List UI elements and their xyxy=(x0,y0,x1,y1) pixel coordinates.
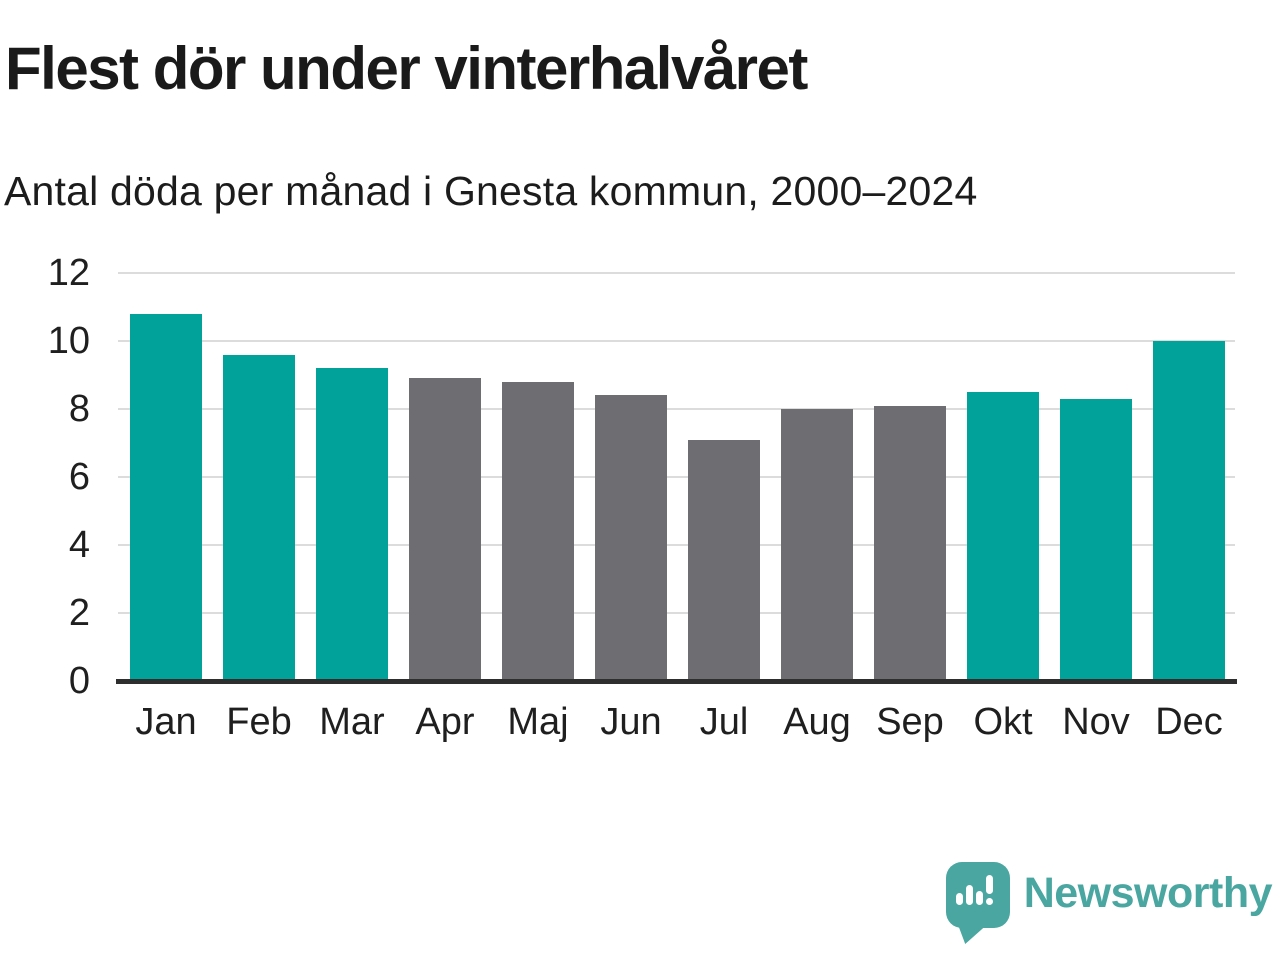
bar-maj xyxy=(502,381,574,681)
x-tick-label-nov: Nov xyxy=(1062,701,1130,743)
y-tick-label-6: 6 xyxy=(68,455,90,498)
bar-column-jul: Jul xyxy=(688,273,760,741)
bar-column-okt: Okt xyxy=(967,273,1039,741)
logo-chart-bar-1 xyxy=(955,893,963,905)
bar-column-maj: Maj xyxy=(502,273,574,741)
page-subtitle: Antal döda per månad i Gnesta kommun, 20… xyxy=(4,168,978,214)
bar-column-jan: Jan xyxy=(130,273,202,741)
bar-feb xyxy=(223,354,295,681)
bar-column-feb: Feb xyxy=(223,273,295,741)
logo-chart-bar-3 xyxy=(975,891,983,905)
gridline-y-2 xyxy=(118,612,1235,614)
x-tick-label-jun: Jun xyxy=(600,701,662,743)
x-tick-label-okt: Okt xyxy=(973,701,1033,743)
gridline-y-8 xyxy=(118,408,1235,410)
x-tick-label-sep: Sep xyxy=(876,701,944,743)
bar-column-dec: Dec xyxy=(1153,273,1225,741)
gridline-y-4 xyxy=(118,544,1235,546)
bar-column-apr: Apr xyxy=(409,273,481,741)
gridline-y-12 xyxy=(118,272,1235,274)
bars-layer: Jan Feb Mar Apr Maj Jun Jul Aug Sep Okt Nov Dec xyxy=(130,273,1225,741)
bar-sep xyxy=(874,405,946,681)
gridline-y-6 xyxy=(118,476,1235,478)
bar-jun xyxy=(595,395,667,681)
x-tick-label-maj: Maj xyxy=(507,701,569,743)
logo-exclamation-bar xyxy=(985,875,993,894)
speech-bubble-tail xyxy=(957,924,988,944)
x-tick-label-mar: Mar xyxy=(319,701,385,743)
y-tick-label-2: 2 xyxy=(68,591,90,634)
bar-column-sep: Sep xyxy=(874,273,946,741)
y-tick-label-10: 10 xyxy=(47,319,90,362)
bar-chart-plot-area: 0 2 4 6 8 10 12 Jan Feb Mar Apr Maj Jun Jul Aug Sep Okt… xyxy=(48,254,1237,741)
y-tick-label-4: 4 xyxy=(68,523,90,566)
gridline-y-10 xyxy=(118,340,1235,342)
x-tick-label-jul: Jul xyxy=(699,701,749,743)
newsworthy-logo: Newsworthy xyxy=(945,860,1273,946)
bar-dec xyxy=(1153,341,1225,681)
y-tick-label-0: 0 xyxy=(68,659,90,702)
x-axis-line xyxy=(116,679,1237,684)
bar-column-nov: Nov xyxy=(1060,273,1132,741)
x-tick-label-aug: Aug xyxy=(783,701,851,743)
brand-name: Newsworthy xyxy=(1023,869,1273,917)
bar-aug xyxy=(781,409,853,681)
bar-apr xyxy=(409,378,481,681)
bar-mar xyxy=(316,368,388,681)
bar-nov xyxy=(1060,398,1132,681)
newsworthy-logo-icon xyxy=(945,860,1010,946)
bar-column-jun: Jun xyxy=(595,273,667,741)
x-tick-label-feb: Feb xyxy=(226,701,292,743)
bar-jan xyxy=(130,313,202,681)
bar-column-mar: Mar xyxy=(316,273,388,741)
x-tick-label-dec: Dec xyxy=(1155,701,1223,743)
bar-jul xyxy=(688,439,760,681)
bar-column-aug: Aug xyxy=(781,273,853,741)
bar-okt xyxy=(967,392,1039,681)
page-title: Flest dör under vinterhalvåret xyxy=(5,35,808,102)
x-tick-label-apr: Apr xyxy=(415,701,475,743)
x-tick-label-jan: Jan xyxy=(135,701,197,743)
logo-exclamation-dot xyxy=(985,898,993,905)
y-tick-label-12: 12 xyxy=(47,251,90,294)
logo-chart-bar-2 xyxy=(965,885,973,905)
y-tick-label-8: 8 xyxy=(68,387,90,430)
